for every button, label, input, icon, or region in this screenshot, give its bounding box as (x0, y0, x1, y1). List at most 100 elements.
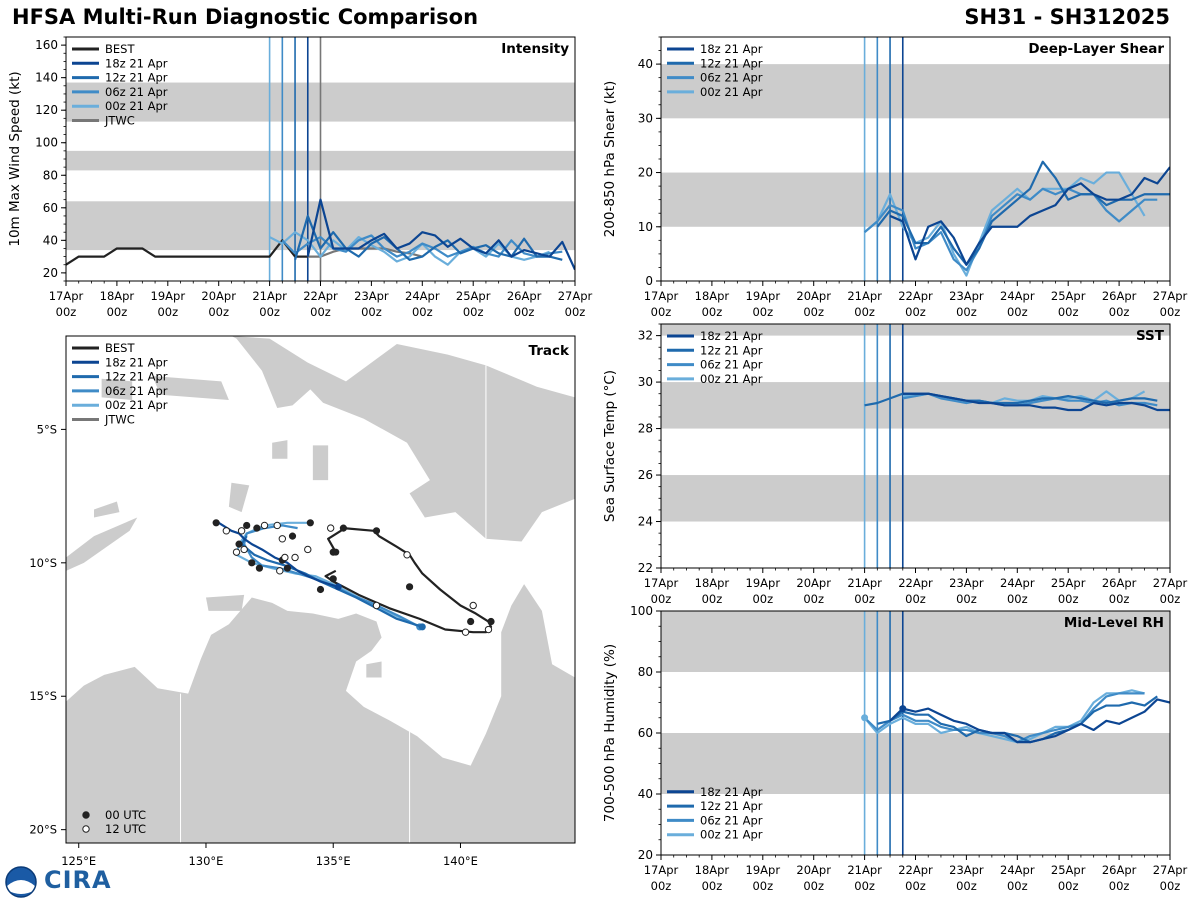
cira-logo: CIRA (4, 864, 114, 898)
rh-legend-label: 00z 21 Apr (700, 828, 763, 842)
shear-xtick-label: 00z (1109, 305, 1130, 319)
track-ytick-label: 15°S (29, 689, 57, 703)
shear-xtick-label: 18Apr (695, 289, 730, 303)
sst-ytick-label: 24 (638, 515, 653, 529)
shear-title: Deep-Layer Shear (1028, 41, 1164, 57)
intensity-legend-label: 06z 21 Apr (105, 85, 168, 99)
track-ytick-label: 5°S (37, 422, 57, 436)
intensity-xtick-label: 00z (361, 305, 382, 319)
rh-plot-area (661, 611, 1170, 855)
shear-xtick-label: 00z (1160, 305, 1181, 319)
shear-legend-label: 00z 21 Apr (700, 85, 763, 99)
rh-threshold-band (661, 733, 1170, 794)
sst-xtick-label: 00z (1058, 592, 1079, 606)
sst-xtick-label: 00z (1007, 592, 1028, 606)
sst-xtick-label: 00z (1109, 592, 1130, 606)
shear-series-18z-21-apr (889, 166, 1170, 266)
track-point-00utc (212, 519, 220, 527)
shear-xtick-label: 00z (956, 305, 977, 319)
track-map-area (66, 336, 575, 843)
intensity-xtick-label: 00z (259, 305, 280, 319)
rh-xtick-label: 20Apr (796, 863, 831, 877)
sst-series-18z-21-apr (902, 392, 1170, 412)
rh-series-18z-21-apr (889, 698, 1170, 744)
intensity-xtick-label: 22Apr (303, 289, 338, 303)
intensity-xtick-label: 00z (310, 305, 331, 319)
track-point-00utc (248, 559, 256, 567)
figure-title: HFSA Multi-Run Diagnostic Comparison (12, 5, 479, 29)
shear-ytick-label: 10 (638, 220, 653, 234)
rh-legend-label: 12z 21 Apr (700, 799, 763, 813)
track-point-00utc (405, 583, 414, 591)
rh-series-06z-21-apr (863, 692, 1145, 744)
rh-xtick-label: 00z (803, 879, 824, 893)
intensity-ytick-label: 40 (43, 233, 58, 247)
rh-xtick-label: 00z (956, 879, 977, 893)
rh-threshold-band (661, 611, 1170, 672)
intensity-series-best (66, 239, 308, 266)
land-polygon (312, 445, 329, 481)
track-point-12utc (372, 601, 381, 610)
track-point-12utc (237, 527, 246, 535)
intensity-ytick-label: 20 (43, 266, 58, 280)
track-point-12utc (304, 545, 312, 554)
intensity-xtick-label: 00z (565, 305, 586, 319)
sst-ylabel: Sea Surface Temp (°C) (602, 370, 618, 522)
intensity-series-18z-21-apr (306, 198, 575, 271)
rh-xtick-label: 26Apr (1102, 863, 1137, 877)
sst-xtick-label: 25Apr (1051, 576, 1086, 590)
sst-legend-label: 18z 21 Apr (700, 329, 763, 343)
track-point-12utc (276, 567, 284, 575)
track-point-00utc (288, 532, 297, 540)
rh-ytick-label: 40 (638, 787, 653, 801)
track-point-12utc (469, 601, 477, 610)
shear-xtick-label: 00z (905, 305, 926, 319)
intensity-series-00z-21-apr (269, 231, 550, 266)
intensity-xtick-label: 00z (463, 305, 484, 319)
intensity-ylabel: 10m Max Wind Speed (kt) (7, 71, 23, 246)
rh-xtick-label: 00z (854, 879, 875, 893)
track-point-00utc (487, 617, 495, 626)
sst-xtick-label: 00z (702, 592, 723, 606)
track-point-12utc (461, 628, 470, 636)
shear-ytick-label: 40 (638, 57, 653, 71)
sst-xtick-label: 19Apr (746, 576, 781, 590)
rh-xtick-label: 22Apr (898, 863, 933, 877)
shear-xtick-label: 23Apr (949, 289, 984, 303)
track-legend-label: 00z 21 Apr (105, 398, 168, 412)
track-point-00utc (339, 524, 348, 532)
track-point-00utc (467, 617, 475, 626)
shear-xtick-label: 00z (651, 305, 672, 319)
storm-id: SH31 - SH312025 (964, 5, 1170, 29)
intensity-xtick-label: 00z (514, 305, 535, 319)
sst-xtick-label: 00z (651, 592, 672, 606)
shear-xtick-label: 20Apr (796, 289, 831, 303)
intensity-xtick-label: 20Apr (201, 289, 236, 303)
intensity-xtick-label: 23Apr (354, 289, 389, 303)
track-legend-label: 12z 21 Apr (105, 370, 168, 384)
shear-xtick-label: 19Apr (746, 289, 781, 303)
cira-logo-text: CIRA (44, 866, 112, 894)
track-legend-label: 06z 21 Apr (105, 384, 168, 398)
shear-threshold-band (661, 172, 1170, 227)
sst-legend-label: 06z 21 Apr (700, 358, 763, 372)
sst-xtick-label: 00z (752, 592, 773, 606)
shear-xtick-label: 00z (803, 305, 824, 319)
track-point-00utc (372, 527, 381, 535)
intensity-xtick-label: 27Apr (558, 289, 593, 303)
shear-ytick-label: 0 (645, 274, 653, 288)
rh-xtick-label: 00z (752, 879, 773, 893)
rh-legend-label: 06z 21 Apr (700, 813, 763, 827)
rh-ytick-label: 100 (630, 604, 653, 618)
intensity-xtick-label: 26Apr (507, 289, 542, 303)
track-title: Track (529, 343, 570, 359)
track-point-00utc (235, 540, 243, 548)
sst-xtick-label: 24Apr (1000, 576, 1035, 590)
rh-xtick-label: 19Apr (746, 863, 781, 877)
rh-xtick-label: 00z (905, 879, 926, 893)
intensity-legend-label: BEST (105, 42, 135, 56)
track-point-12utc (291, 553, 299, 562)
rh-legend-label: 18z 21 Apr (700, 785, 763, 799)
track-point-12utc (403, 551, 411, 559)
land-polygon (272, 440, 288, 459)
